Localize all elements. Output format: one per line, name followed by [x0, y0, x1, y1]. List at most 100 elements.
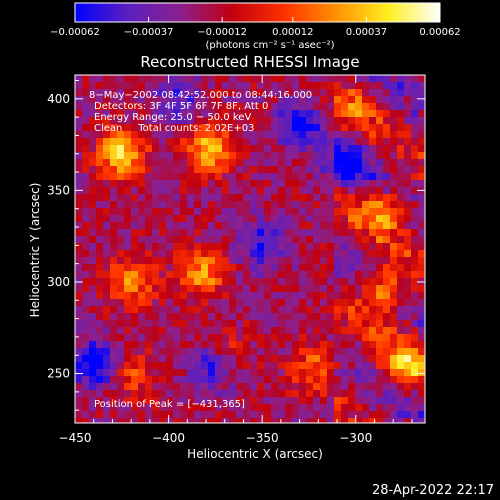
heatmap-cell [96, 411, 104, 419]
heatmap-cell [166, 383, 174, 391]
heatmap-cell [404, 376, 412, 384]
heatmap-cell [124, 208, 132, 216]
heatmap-cell [222, 411, 230, 419]
heatmap-cell [355, 117, 363, 125]
heatmap-cell [159, 348, 167, 356]
heatmap-cell [404, 180, 412, 188]
heatmap-cell [327, 243, 335, 251]
heatmap-cell [306, 243, 314, 251]
heatmap-cell [362, 418, 370, 423]
heatmap-cell [376, 208, 384, 216]
heatmap-cell [404, 257, 412, 265]
heatmap-cell [145, 138, 153, 146]
heatmap-cell [320, 194, 328, 202]
heatmap-cell [355, 131, 363, 139]
heatmap-cell [271, 285, 279, 293]
heatmap-cell [159, 362, 167, 370]
heatmap-cell [320, 404, 328, 412]
heatmap-cell [243, 152, 251, 160]
heatmap-cell [383, 180, 391, 188]
heatmap-cell [222, 138, 230, 146]
heatmap-cell [243, 215, 251, 223]
heatmap-cell [159, 201, 167, 209]
heatmap-cell [362, 341, 370, 349]
heatmap-cell [82, 390, 90, 398]
heatmap-cell [173, 222, 181, 230]
heatmap-cell [166, 285, 174, 293]
heatmap-cell [390, 327, 398, 335]
heatmap-cell [257, 243, 265, 251]
heatmap-cell [341, 250, 349, 258]
heatmap-cell [320, 341, 328, 349]
heatmap-cell [306, 117, 314, 125]
heatmap-cell [285, 124, 293, 132]
heatmap-cell [145, 75, 153, 83]
heatmap-cell [271, 341, 279, 349]
heatmap-cell [75, 411, 83, 419]
colorbar-tick-label: 0.00037 [346, 27, 387, 38]
heatmap-cell [376, 166, 384, 174]
heatmap-cell [355, 257, 363, 265]
heatmap-cell [376, 271, 384, 279]
heatmap-cell [152, 285, 160, 293]
heatmap-cell [264, 243, 272, 251]
heatmap-cell [369, 348, 377, 356]
heatmap-cell [124, 82, 132, 90]
heatmap-cell [208, 250, 216, 258]
heatmap-cell [166, 82, 174, 90]
heatmap-cell [194, 173, 202, 181]
heatmap-cell [96, 201, 104, 209]
heatmap-cell [173, 250, 181, 258]
heatmap-cell [320, 187, 328, 195]
heatmap-cell [334, 320, 342, 328]
heatmap-cell [320, 257, 328, 265]
heatmap-cell [187, 257, 195, 265]
heatmap-cell [250, 208, 258, 216]
heatmap-cell [215, 348, 223, 356]
heatmap-cell [180, 131, 188, 139]
heatmap-cell [355, 222, 363, 230]
heatmap-cell [376, 159, 384, 167]
heatmap-cell [257, 152, 265, 160]
heatmap-cell [257, 341, 265, 349]
heatmap-cell [131, 411, 139, 419]
heatmap-cell [334, 103, 342, 111]
heatmap-cell [355, 82, 363, 90]
heatmap-cell [131, 82, 139, 90]
heatmap-cell [369, 75, 377, 83]
colorbar: −0.00062 −0.00037 −0.00012 0.00012 0.00037 0.… [50, 2, 461, 51]
y-tick-label: 400 [47, 92, 70, 106]
heatmap-cell [257, 327, 265, 335]
heatmap-cell [292, 117, 300, 125]
heatmap-cell [222, 243, 230, 251]
heatmap-cell [243, 376, 251, 384]
heatmap-cell [82, 285, 90, 293]
heatmap-cell [152, 138, 160, 146]
heatmap-cell [299, 117, 307, 125]
heatmap-cell [257, 201, 265, 209]
heatmap-cell [145, 180, 153, 188]
heatmap-cell [138, 320, 146, 328]
heatmap-cell [187, 103, 195, 111]
heatmap-cell [180, 390, 188, 398]
heatmap-cell [75, 341, 83, 349]
heatmap-cell [257, 194, 265, 202]
heatmap-cell [173, 292, 181, 300]
heatmap-cell [362, 201, 370, 209]
heatmap-cell [89, 334, 97, 342]
heatmap-cell [369, 103, 377, 111]
heatmap-cell [404, 390, 412, 398]
heatmap-cell [362, 264, 370, 272]
heatmap-cell [285, 173, 293, 181]
heatmap-cell [376, 222, 384, 230]
heatmap-cell [271, 117, 279, 125]
heatmap-cell [397, 299, 405, 307]
heatmap-cell [341, 96, 349, 104]
heatmap-cell [201, 215, 209, 223]
heatmap-cell [320, 250, 328, 258]
heatmap-cell [229, 404, 237, 412]
heatmap-cell [341, 362, 349, 370]
heatmap-cell [187, 96, 195, 104]
heatmap-cell [390, 131, 398, 139]
